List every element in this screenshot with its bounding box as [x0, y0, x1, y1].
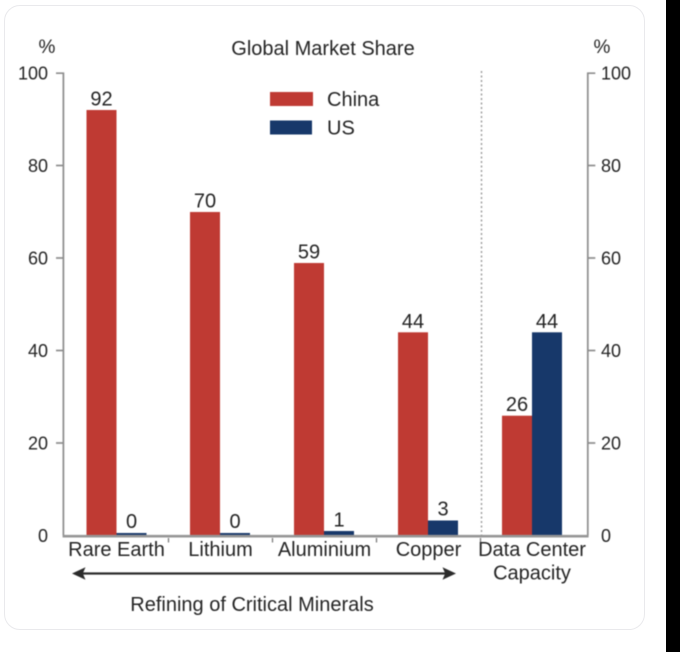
svg-text:Aluminium: Aluminium — [278, 539, 371, 561]
svg-text:92: 92 — [90, 89, 112, 111]
svg-text:0: 0 — [229, 511, 240, 533]
svg-text:60: 60 — [601, 249, 621, 269]
svg-text:Rare Earth: Rare Earth — [68, 539, 165, 561]
svg-text:20: 20 — [28, 434, 48, 454]
svg-text:44: 44 — [402, 311, 424, 333]
svg-text:20: 20 — [601, 434, 621, 454]
svg-text:40: 40 — [28, 341, 48, 361]
svg-text:44: 44 — [536, 311, 558, 333]
svg-text:Capacity: Capacity — [493, 563, 571, 585]
svg-text:China: China — [327, 89, 380, 111]
svg-text:Copper: Copper — [396, 539, 462, 561]
svg-text:0: 0 — [126, 511, 137, 533]
svg-text:100: 100 — [601, 64, 631, 84]
svg-text:80: 80 — [28, 156, 48, 176]
svg-text:80: 80 — [601, 156, 621, 176]
svg-text:Global Market Share: Global Market Share — [231, 38, 414, 60]
svg-text:0: 0 — [601, 526, 611, 546]
svg-text:26: 26 — [506, 394, 528, 416]
svg-text:%: % — [39, 37, 56, 58]
svg-text:Lithium: Lithium — [188, 539, 252, 561]
svg-text:Refining of Critical Minerals: Refining of Critical Minerals — [130, 594, 373, 616]
svg-text:100: 100 — [18, 64, 48, 84]
svg-text:Data Center: Data Center — [478, 539, 586, 561]
svg-text:60: 60 — [28, 249, 48, 269]
svg-text:%: % — [594, 37, 611, 58]
svg-text:1: 1 — [333, 510, 344, 532]
svg-text:70: 70 — [194, 191, 216, 213]
svg-text:3: 3 — [437, 499, 448, 521]
svg-text:US: US — [327, 118, 355, 140]
svg-text:40: 40 — [601, 341, 621, 361]
svg-text:0: 0 — [38, 526, 48, 546]
svg-text:59: 59 — [298, 242, 320, 264]
